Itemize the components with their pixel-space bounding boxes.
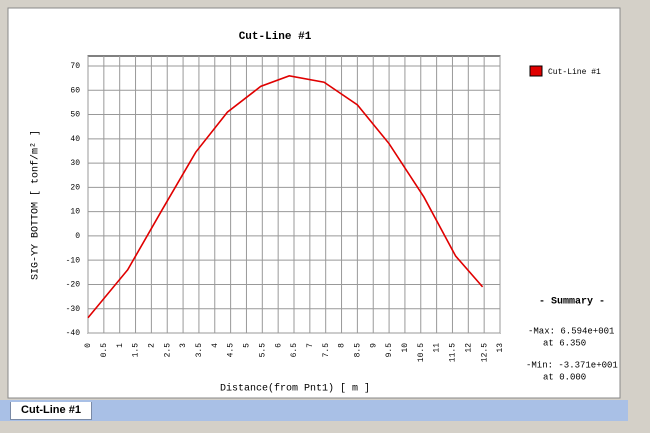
y-axis-label: SIG-YY BOTTOM [ tonf/m² ] <box>30 130 42 280</box>
x-tick-label: 4 <box>211 343 220 348</box>
x-axis-label: Distance(from Pnt1) [ m ] <box>220 383 370 395</box>
x-tick-label: 7.5 <box>322 343 331 358</box>
data-line <box>87 75 484 319</box>
y-tick-label: 70 <box>70 62 80 71</box>
tab[interactable]: Cut-Line #1 <box>10 402 92 420</box>
x-tick-label: 11.5 <box>449 343 458 362</box>
x-tick-label: 5 <box>243 343 252 348</box>
x-tick-label: 8 <box>338 343 347 348</box>
x-tick-label: 10.5 <box>417 343 426 362</box>
y-tick-label: 20 <box>70 183 80 192</box>
x-tick-label: 8.5 <box>353 343 362 358</box>
x-tick-label: 0.5 <box>100 343 109 358</box>
summary-max-at: at 6.350 <box>543 338 586 348</box>
x-tick-label: 11 <box>433 343 442 353</box>
x-tick-label: 9 <box>369 343 378 348</box>
legend-label: Cut-Line #1 <box>548 68 601 77</box>
y-tick-label: 60 <box>70 86 80 95</box>
x-tick-label: 0 <box>84 343 93 348</box>
x-tick-label: 7 <box>306 343 315 348</box>
x-tick-label: 3 <box>179 343 188 348</box>
x-tick-label: 1 <box>116 343 125 348</box>
x-tick-label: 5.5 <box>258 343 267 358</box>
y-tick-label: -30 <box>66 305 81 314</box>
y-tick-label: 40 <box>70 135 80 144</box>
x-tick-label: 2.5 <box>163 343 172 358</box>
y-tick-label: -20 <box>66 281 81 290</box>
chart: Cut-Line #1 Distance(from Pnt1) [ m ] SI… <box>7 7 621 399</box>
legend-swatch <box>529 65 543 77</box>
x-tick-label: 10 <box>401 343 410 353</box>
y-tick-label: -10 <box>66 256 81 265</box>
y-tick-label: 10 <box>70 208 80 217</box>
x-tick-label: 9.5 <box>385 343 394 358</box>
y-tick-label: 30 <box>70 159 80 168</box>
x-tick-label: 2 <box>147 343 156 348</box>
summary-min-at: at 0.000 <box>543 372 586 382</box>
x-tick-label: 6 <box>274 343 283 348</box>
x-tick-label: 12.5 <box>480 343 489 362</box>
y-tick-label: -40 <box>66 329 81 338</box>
y-tick-label: 0 <box>75 232 80 241</box>
x-tick-label: 1.5 <box>132 343 141 358</box>
x-tick-label: 3.5 <box>195 343 204 358</box>
x-tick-label: 4.5 <box>227 343 236 358</box>
chart-title: Cut-Line #1 <box>239 31 312 43</box>
x-tick-label: 6.5 <box>290 343 299 358</box>
tab-bar <box>0 400 628 421</box>
summary-max: -Max: 6.594e+001 <box>528 326 614 336</box>
summary-title: - Summary - <box>539 297 605 308</box>
x-tick-label: 13 <box>496 343 505 353</box>
summary-min: -Min: -3.371e+001 <box>526 360 618 370</box>
x-tick-label: 12 <box>464 343 473 353</box>
y-tick-label: 50 <box>70 111 80 120</box>
